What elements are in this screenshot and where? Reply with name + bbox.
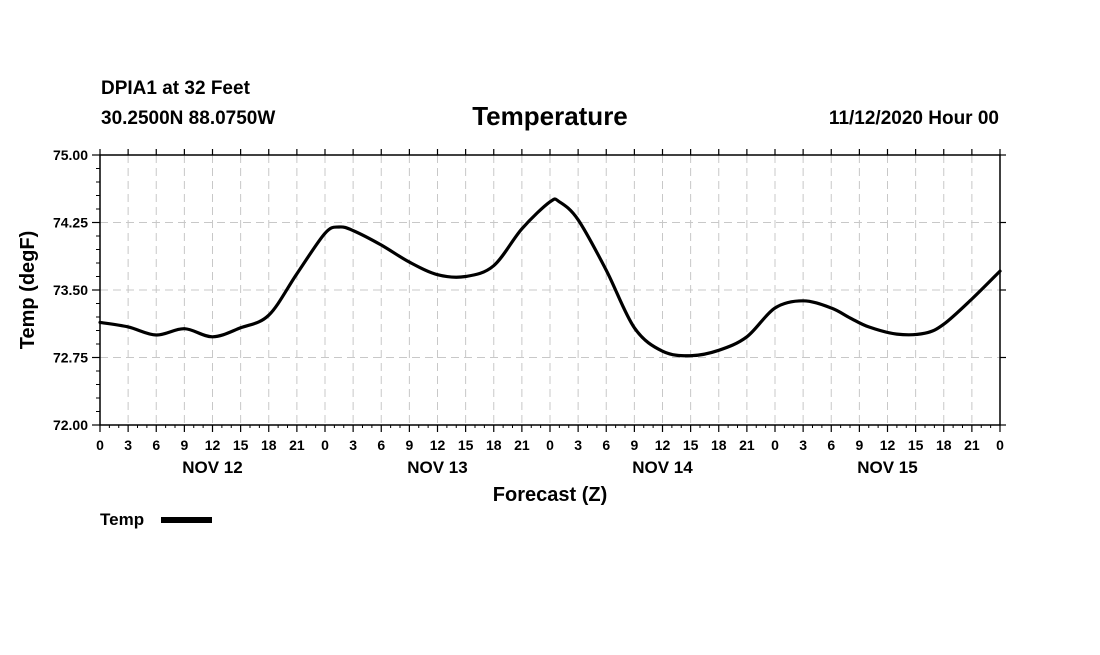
x-tick-label: 12 xyxy=(430,437,446,453)
x-tick-label: 3 xyxy=(124,437,132,453)
x-tick-label: 15 xyxy=(908,437,924,453)
x-tick-label: 12 xyxy=(655,437,671,453)
x-tick-label: 0 xyxy=(771,437,779,453)
day-label: NOV 14 xyxy=(632,458,693,477)
grid-layer xyxy=(100,155,1000,425)
run-time-label: 11/12/2020 Hour 00 xyxy=(829,108,999,129)
y-axis-label: Temp (degF) xyxy=(17,231,39,350)
x-tick-label: 9 xyxy=(855,437,863,453)
series-layer xyxy=(98,197,1002,358)
x-tick-label: 0 xyxy=(96,437,104,453)
x-tick-label: 18 xyxy=(936,437,952,453)
chart-title: Temperature xyxy=(472,101,628,131)
x-tick-label: 21 xyxy=(289,437,305,453)
plot-frame xyxy=(99,154,1001,426)
x-tick-label: 0 xyxy=(321,437,329,453)
x-tick-label: 15 xyxy=(683,437,699,453)
legend-label: Temp xyxy=(100,510,144,529)
x-tick-label: 15 xyxy=(458,437,474,453)
x-tick-label: 3 xyxy=(574,437,582,453)
day-label: NOV 15 xyxy=(857,458,917,477)
x-tick-label: 9 xyxy=(630,437,638,453)
y-tick-label: 75.00 xyxy=(53,147,88,163)
x-tick-label: 3 xyxy=(349,437,357,453)
x-tick-label: 15 xyxy=(233,437,249,453)
x-tick-label: 21 xyxy=(514,437,530,453)
x-tick-label: 12 xyxy=(205,437,221,453)
x-tick-label: 18 xyxy=(261,437,277,453)
x-tick-label: 18 xyxy=(711,437,727,453)
x-axis-label: Forecast (Z) xyxy=(493,484,607,506)
day-label: NOV 13 xyxy=(407,458,467,477)
station-label: DPIA1 at 32 Feet xyxy=(101,78,251,99)
labels-layer: 72.00 72.75 73.50 74.25 75.00 0 3 6 9 12 15 18 21 0 3 6… xyxy=(53,147,1004,477)
x-tick-label: 21 xyxy=(739,437,755,453)
day-label: NOV 12 xyxy=(182,458,242,477)
x-tick-label: 6 xyxy=(602,437,610,453)
x-tick-label: 0 xyxy=(996,437,1004,453)
x-tick-label: 18 xyxy=(486,437,502,453)
y-tick-label: 72.75 xyxy=(53,350,88,366)
x-tick-label: 6 xyxy=(152,437,160,453)
x-tick-label: 6 xyxy=(377,437,385,453)
y-tick-label: 73.50 xyxy=(53,282,88,298)
x-tick-label: 3 xyxy=(799,437,807,453)
x-tick-label: 21 xyxy=(964,437,980,453)
x-tick-label: 9 xyxy=(405,437,413,453)
temp-series-line xyxy=(98,197,1002,358)
y-tick-label: 74.25 xyxy=(53,215,88,231)
location-label: 30.2500N 88.0750W xyxy=(101,108,275,129)
x-tick-label: 9 xyxy=(180,437,188,453)
x-tick-label: 6 xyxy=(827,437,835,453)
ticks-layer xyxy=(92,149,1006,432)
y-tick-label: 72.00 xyxy=(53,417,88,433)
x-tick-label: 12 xyxy=(880,437,896,453)
x-tick-label: 0 xyxy=(546,437,554,453)
